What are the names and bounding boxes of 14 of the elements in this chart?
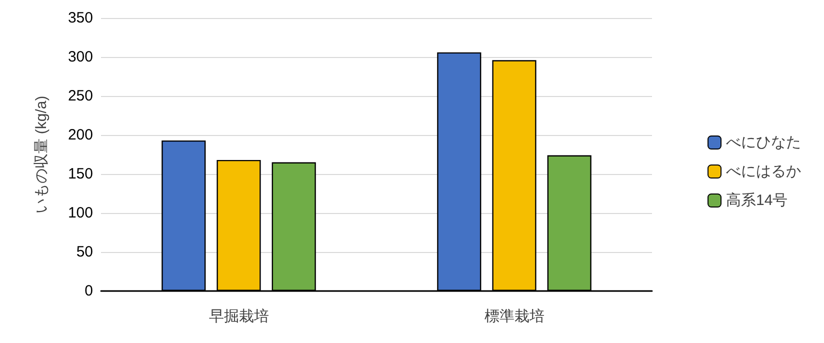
x-tick-label: 早掘栽培	[208, 308, 269, 325]
y-tick-label: 100	[68, 204, 93, 222]
y-tick-label: 300	[68, 48, 93, 66]
y-tick-label: 50	[76, 244, 93, 260]
y-tick-label: 250	[68, 88, 93, 104]
x-tick-label: 標準栽培	[484, 308, 544, 325]
y-axis-title: いもの収量 (kg/a)	[33, 96, 50, 214]
y-tick-label: 150	[68, 166, 93, 182]
legend-label: 高系14号	[726, 192, 788, 209]
y-tick-label: 0	[84, 282, 93, 300]
y-tick-label: 200	[68, 126, 93, 144]
legend-label: べにひなた	[726, 134, 801, 151]
y-tick-label: 350	[68, 10, 93, 26]
legend-label: べにはるか	[726, 163, 801, 180]
